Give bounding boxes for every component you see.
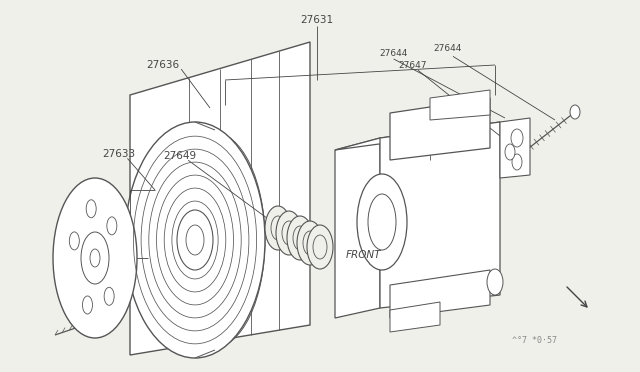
Ellipse shape [107, 217, 117, 235]
Ellipse shape [81, 232, 109, 284]
Text: 27644: 27644 [380, 49, 408, 58]
Ellipse shape [512, 154, 522, 170]
Text: FRONT: FRONT [346, 250, 381, 260]
Polygon shape [390, 270, 490, 318]
Ellipse shape [487, 269, 503, 295]
Polygon shape [335, 138, 380, 318]
Ellipse shape [570, 105, 580, 119]
Ellipse shape [307, 225, 333, 269]
Text: 27649: 27649 [163, 151, 196, 161]
Ellipse shape [86, 200, 96, 218]
Ellipse shape [505, 144, 515, 160]
Ellipse shape [511, 129, 523, 147]
Text: 27636: 27636 [147, 60, 180, 70]
Polygon shape [390, 302, 440, 332]
Polygon shape [130, 42, 310, 355]
Text: 27647: 27647 [399, 61, 427, 70]
Text: 27631: 27631 [300, 16, 333, 25]
Ellipse shape [104, 287, 114, 305]
Ellipse shape [313, 235, 327, 259]
Ellipse shape [276, 211, 302, 255]
Polygon shape [335, 122, 500, 150]
Ellipse shape [293, 226, 307, 250]
Ellipse shape [186, 225, 204, 255]
Ellipse shape [53, 178, 137, 338]
Polygon shape [430, 90, 490, 120]
Ellipse shape [177, 210, 213, 270]
Ellipse shape [357, 174, 407, 270]
Polygon shape [390, 98, 490, 160]
Text: 27633: 27633 [102, 150, 136, 159]
Ellipse shape [83, 296, 92, 314]
Text: 27644: 27644 [434, 44, 462, 53]
Ellipse shape [90, 249, 100, 267]
Polygon shape [380, 122, 500, 308]
Ellipse shape [368, 194, 396, 250]
Ellipse shape [69, 232, 79, 250]
Ellipse shape [287, 216, 313, 260]
Text: ^°7 *0·57: ^°7 *0·57 [512, 336, 557, 345]
Ellipse shape [303, 231, 317, 255]
Ellipse shape [265, 206, 291, 250]
Polygon shape [500, 118, 530, 178]
Ellipse shape [125, 122, 265, 358]
Ellipse shape [271, 216, 285, 240]
Ellipse shape [282, 221, 296, 245]
Ellipse shape [297, 221, 323, 265]
